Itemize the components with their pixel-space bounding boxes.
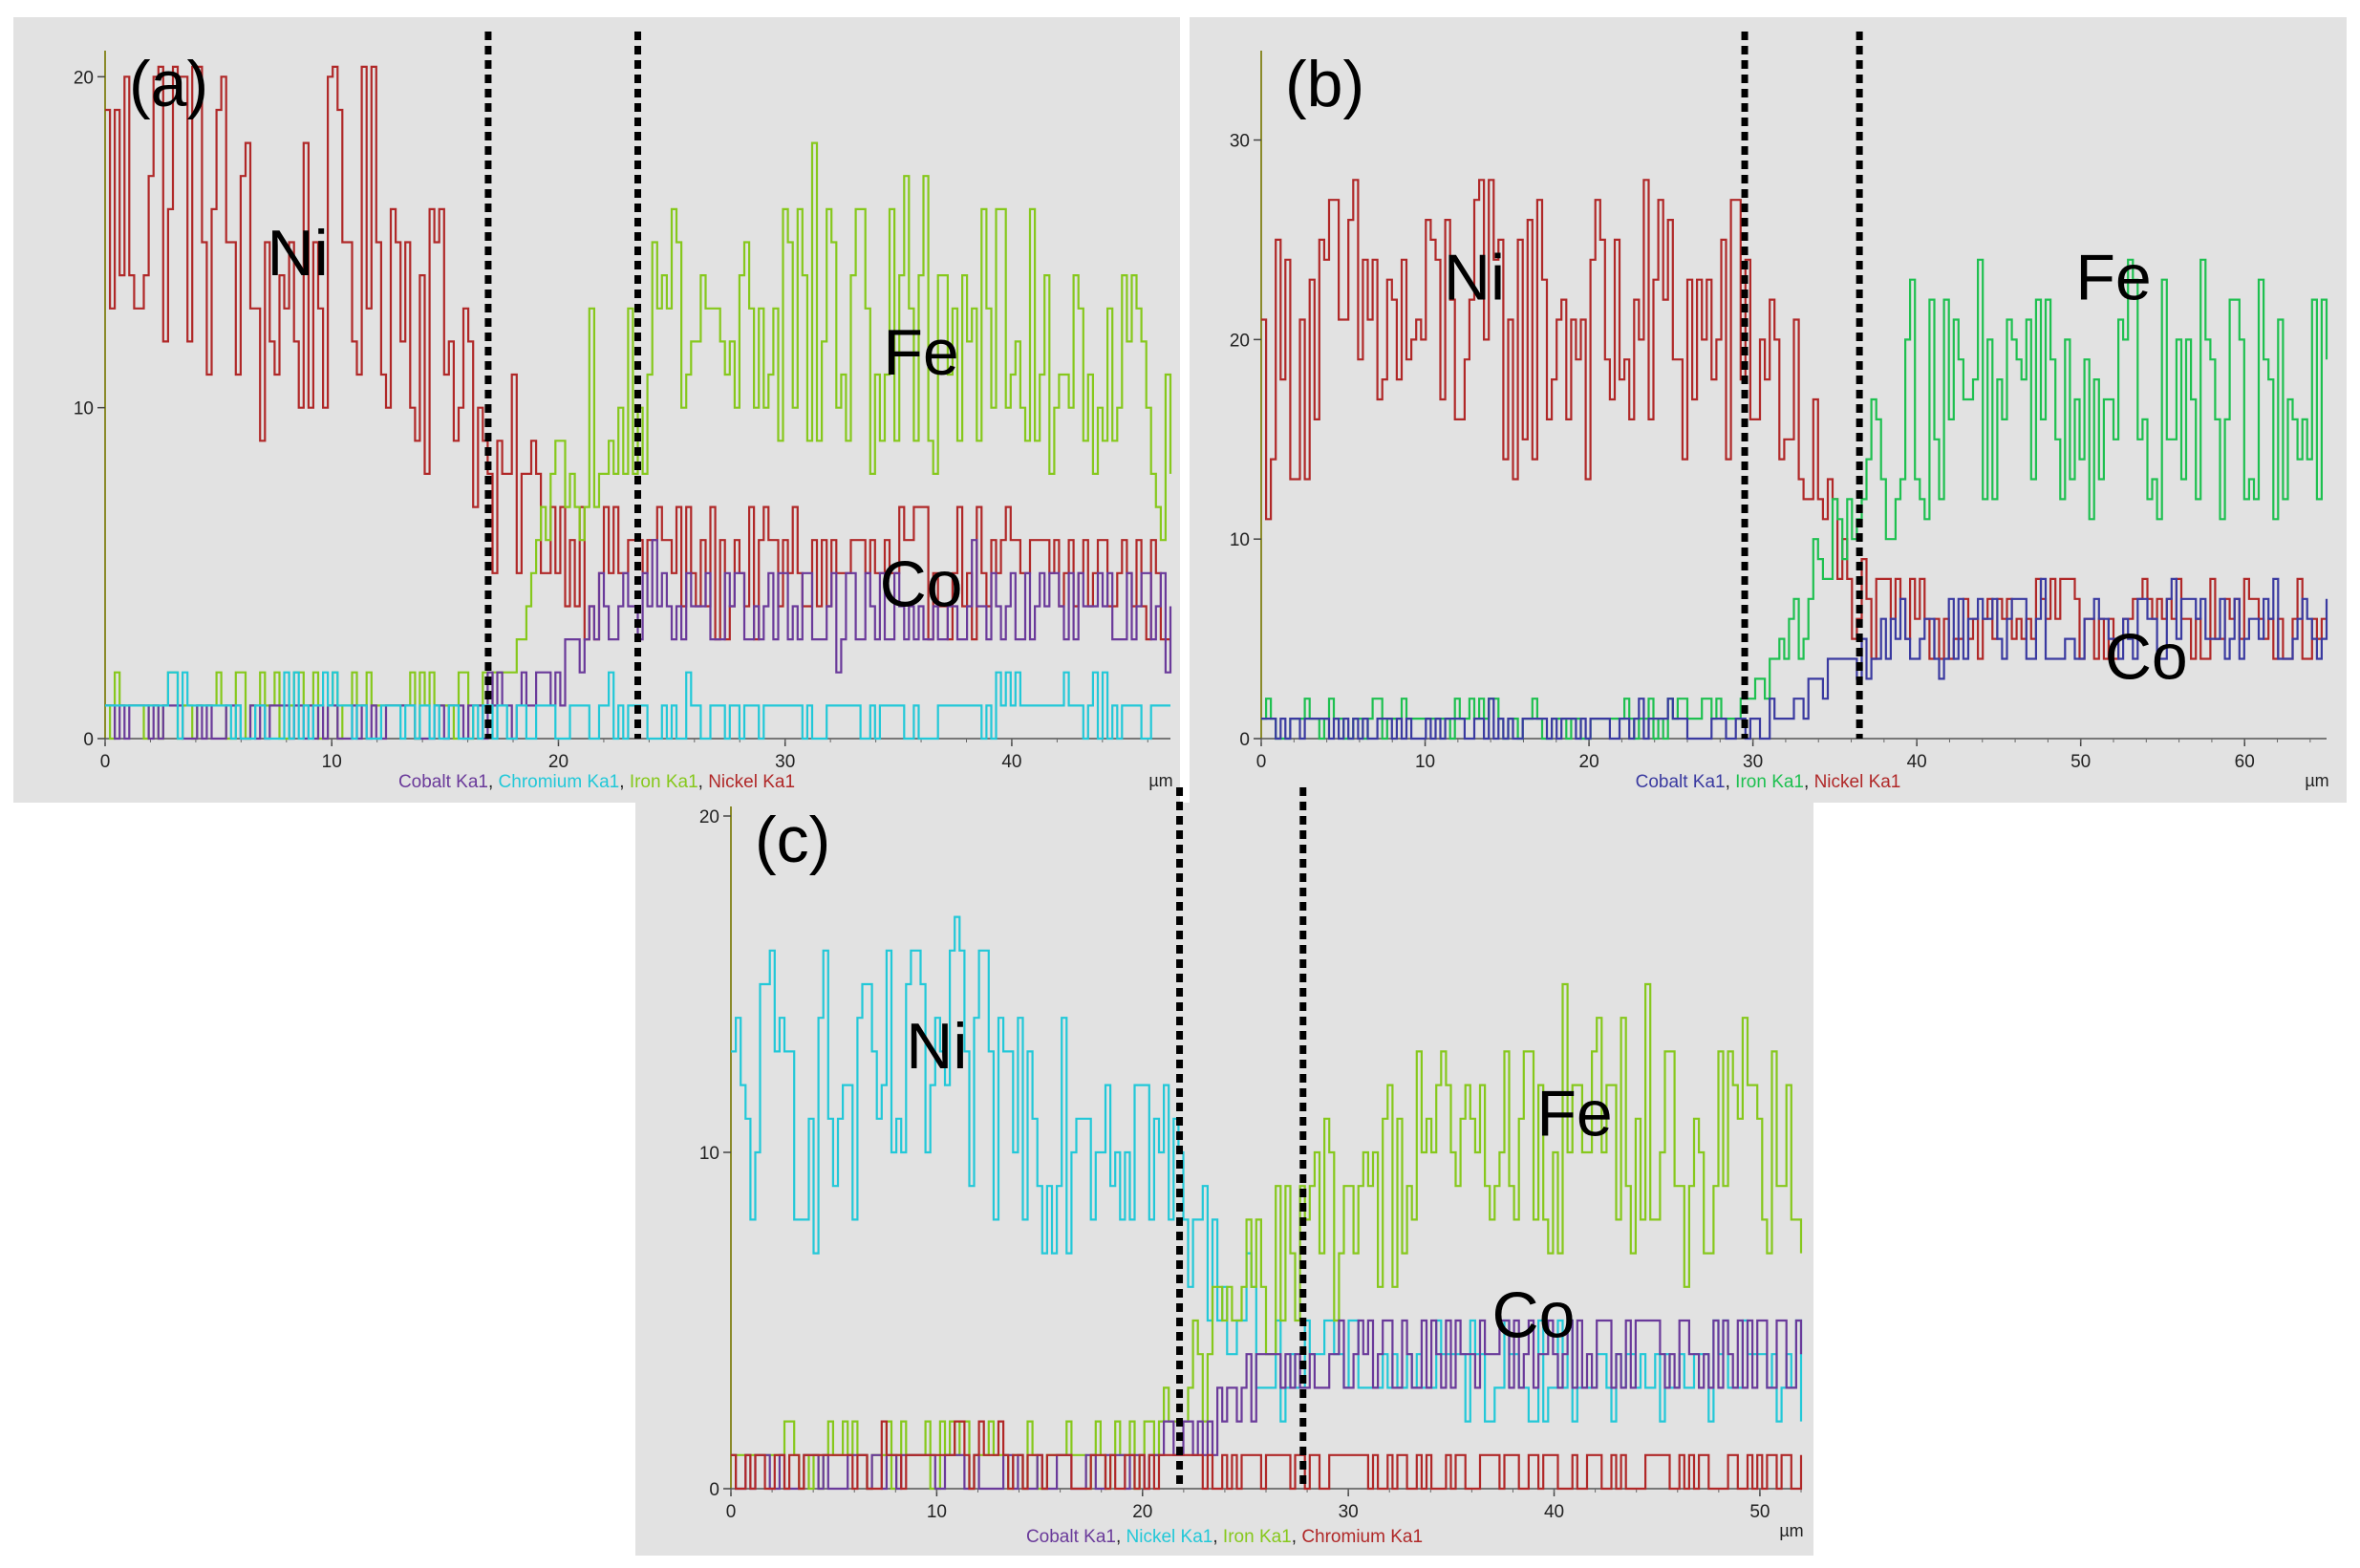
series-line-chromium-ka1 [105,671,1170,741]
y-tick-label: 0 [83,730,94,750]
legend-item: Iron Ka1 [1735,772,1804,792]
legend-item: Iron Ka1 [1222,1527,1292,1547]
element-label-fe: Fe [1536,1077,1612,1149]
x-tick-label: 0 [100,752,111,772]
legend-separator: , [697,772,709,792]
x-tick-label: 20 [548,752,569,772]
x-tick-label: 0 [726,1502,737,1522]
y-tick-label: 0 [709,1480,719,1500]
x-tick-label: 40 [1544,1502,1564,1522]
series-line-nickel-ka1 [105,65,1170,641]
chart-c-legend: Cobalt Ka1, Nickel Ka1, Iron Ka1, Chromi… [635,1527,1813,1548]
x-tick-label: 10 [322,752,342,772]
y-tick-label: 30 [1230,132,1250,152]
x-tick-label: 10 [1415,752,1435,772]
chart-panel-a: 0 10 20 0 10 20 30 40 µm (a) Ni Fe Co Cobalt Ka1, Ch… [13,17,1180,803]
y-tick-label: 10 [699,1144,719,1164]
chart-b-legend: Cobalt Ka1, Iron Ka1, Nickel Ka1 [1190,772,2347,793]
y-tick-label: 0 [1239,730,1250,750]
legend-item: Chromium Ka1 [498,772,620,792]
chart-panel-c: 0 10 20 0 10 20 30 40 50 µm (c) Ni Fe Co Cobalt Ka1, … [635,787,1813,1556]
x-unit-label: µm [1148,771,1172,790]
legend-item: Nickel Ka1 [1126,1527,1213,1547]
legend-separator: , [1725,772,1736,792]
series-line-chromium-ka1 [731,1420,1803,1491]
x-tick-label: 0 [1256,752,1267,772]
x-tick-label: 30 [1743,752,1763,772]
x-tick-label: 50 [2070,752,2091,772]
series-line-cobalt-ka1 [1261,577,2328,741]
chart-panel-b: 0 10 20 30 0 10 20 30 40 50 60 µm (b) Ni Fe Co Cobalt K… [1190,17,2347,803]
legend-separator: , [1212,1527,1223,1547]
element-label-ni: Ni [1444,242,1505,314]
panel-label: (b) [1285,48,1364,120]
x-tick-label: 60 [2235,752,2255,772]
series-line-iron-ka1 [1261,258,2328,741]
y-tick-label: 10 [1230,530,1250,550]
chart-a-legend: Cobalt Ka1, Chromium Ka1, Iron Ka1, Nick… [13,772,1180,793]
legend-separator: , [1291,1527,1302,1547]
series-line-nickel-ka1 [1261,179,2327,660]
element-label-ni: Ni [268,217,329,290]
x-tick-label: 50 [1749,1502,1770,1522]
element-label-co: Co [1492,1279,1576,1352]
x-tick-label: 20 [1579,752,1599,772]
panel-label: (a) [129,48,208,120]
element-label-co: Co [2105,620,2188,693]
legend-item: Iron Ka1 [629,772,698,792]
x-tick-label: 20 [1132,1502,1152,1522]
y-tick-label: 20 [74,68,94,88]
legend-separator: , [487,772,499,792]
legend-item: Nickel Ka1 [708,772,796,792]
legend-item: Nickel Ka1 [1813,772,1901,792]
chart-c-svg: 0 10 20 0 10 20 30 40 50 µm (c) Ni Fe Co [699,787,1804,1540]
x-tick-label: 30 [1339,1502,1359,1522]
legend-item: Cobalt Ka1 [1635,772,1726,792]
x-tick-label: 30 [775,752,795,772]
legend-separator: , [619,772,630,792]
panel-label: (c) [755,804,830,876]
legend-item: Cobalt Ka1 [397,772,488,792]
x-unit-label: µm [1779,1521,1803,1540]
element-label-co: Co [880,548,963,620]
element-label-fe: Fe [883,316,958,389]
legend-separator: , [1804,772,1814,792]
element-label-ni: Ni [906,1010,967,1083]
chart-b-svg: 0 10 20 30 0 10 20 30 40 50 60 µm (b) Ni Fe Co [1230,32,2329,790]
legend-item: Chromium Ka1 [1301,1527,1424,1547]
y-tick-label: 10 [74,399,94,419]
legend-item: Cobalt Ka1 [1025,1527,1116,1547]
element-label-fe: Fe [2075,242,2151,314]
series-line-iron-ka1 [105,141,1172,741]
legend-separator: , [1115,1527,1126,1547]
x-tick-label: 40 [1001,752,1021,772]
x-tick-label: 10 [927,1502,947,1522]
x-tick-label: 40 [1907,752,1927,772]
chart-a-svg: 0 10 20 0 10 20 30 40 µm (a) Ni Fe Co [74,32,1173,790]
y-tick-label: 20 [699,807,719,827]
y-tick-label: 20 [1230,331,1250,351]
x-unit-label: µm [2305,771,2328,790]
